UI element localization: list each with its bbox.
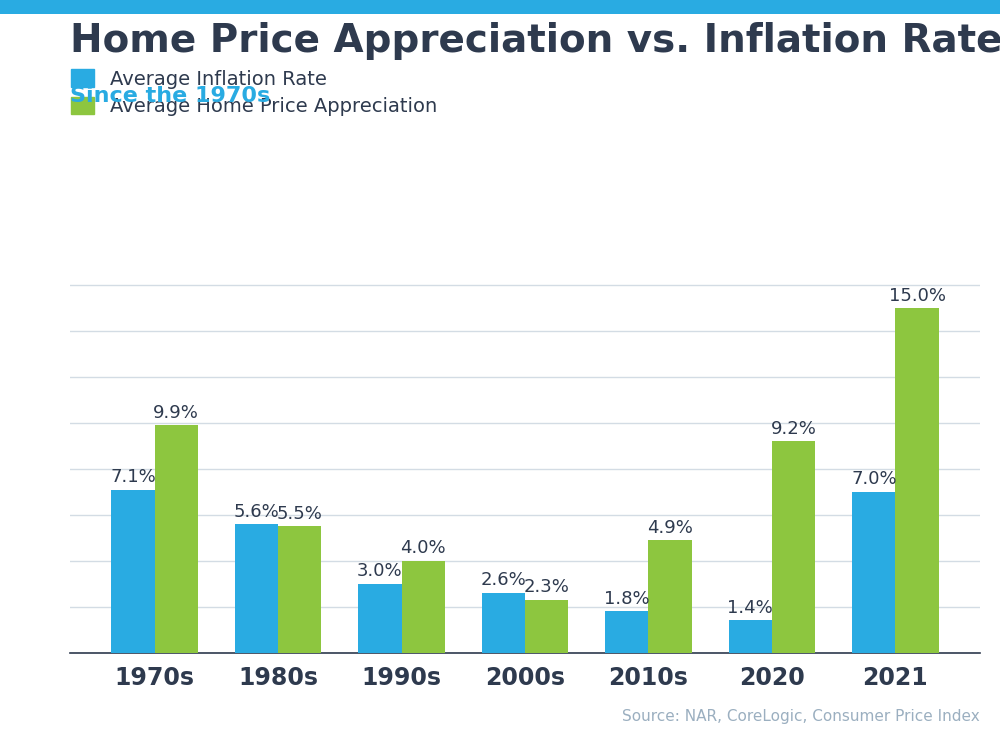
Text: 15.0%: 15.0% [889, 287, 946, 305]
Bar [729, 620, 772, 652]
Bar [772, 442, 815, 652]
Bar [895, 308, 939, 652]
Bar [111, 490, 155, 652]
Text: 5.6%: 5.6% [234, 503, 279, 520]
Text: Home Price Appreciation vs. Inflation Rate: Home Price Appreciation vs. Inflation Ra… [70, 22, 1000, 61]
Bar [278, 526, 321, 652]
Text: 9.9%: 9.9% [153, 404, 199, 422]
Bar [648, 540, 692, 652]
Legend: Average Inflation Rate, Average Home Price Appreciation: Average Inflation Rate, Average Home Pri… [71, 70, 437, 116]
Text: 1.8%: 1.8% [604, 590, 650, 608]
Text: 7.0%: 7.0% [851, 470, 897, 488]
Text: 7.1%: 7.1% [110, 468, 156, 486]
Text: 1.4%: 1.4% [727, 599, 773, 617]
Bar [155, 425, 198, 652]
Bar [482, 592, 525, 652]
Bar [852, 492, 895, 652]
Text: Since the 1970s: Since the 1970s [70, 86, 270, 106]
Bar [358, 584, 402, 652]
Bar [605, 611, 648, 652]
Text: 2.3%: 2.3% [524, 578, 570, 596]
Text: 3.0%: 3.0% [357, 562, 403, 580]
Text: 5.5%: 5.5% [277, 505, 323, 523]
Text: Source: NAR, CoreLogic, Consumer Price Index: Source: NAR, CoreLogic, Consumer Price I… [622, 709, 980, 724]
Text: 4.9%: 4.9% [647, 519, 693, 537]
Bar [235, 524, 278, 652]
Bar [402, 561, 445, 652]
Text: 2.6%: 2.6% [481, 572, 526, 590]
Text: 9.2%: 9.2% [771, 420, 816, 438]
Bar [525, 600, 568, 652]
Text: 4.0%: 4.0% [400, 539, 446, 557]
